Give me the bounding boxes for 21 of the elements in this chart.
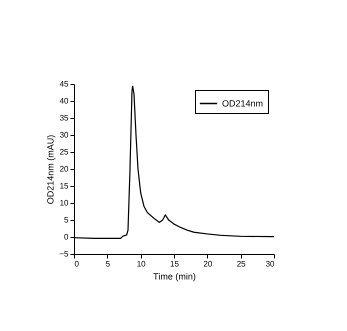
y-tick-label: 5 (64, 216, 70, 224)
y-tick-label: 30 (60, 130, 70, 140)
x-tick-label: 5 (106, 260, 111, 268)
y-axis-title: OD214nm (mAU) (45, 134, 56, 204)
y-tick-label: 45 (60, 80, 70, 88)
y-tick-label: 0 (64, 232, 70, 242)
x-tick-label: 20 (203, 260, 213, 268)
y-tick-label: 20 (60, 164, 70, 174)
x-tick-label: 30 (266, 260, 276, 268)
y-tick-label: 10 (60, 198, 70, 208)
x-tick-label: 25 (236, 260, 246, 268)
y-tick-label: −5 (59, 250, 70, 258)
x-tick-label: 10 (136, 260, 146, 268)
legend-label: OD214nm (222, 98, 264, 108)
x-tick-label: 0 (74, 260, 80, 268)
y-tick-label: 35 (60, 114, 70, 122)
y-tick-label: 25 (60, 148, 70, 156)
y-tick-label: 40 (60, 96, 70, 106)
x-tick-label: 15 (170, 260, 180, 268)
x-axis-title: Time (min) (153, 272, 196, 282)
y-tick-label: 15 (60, 182, 70, 190)
